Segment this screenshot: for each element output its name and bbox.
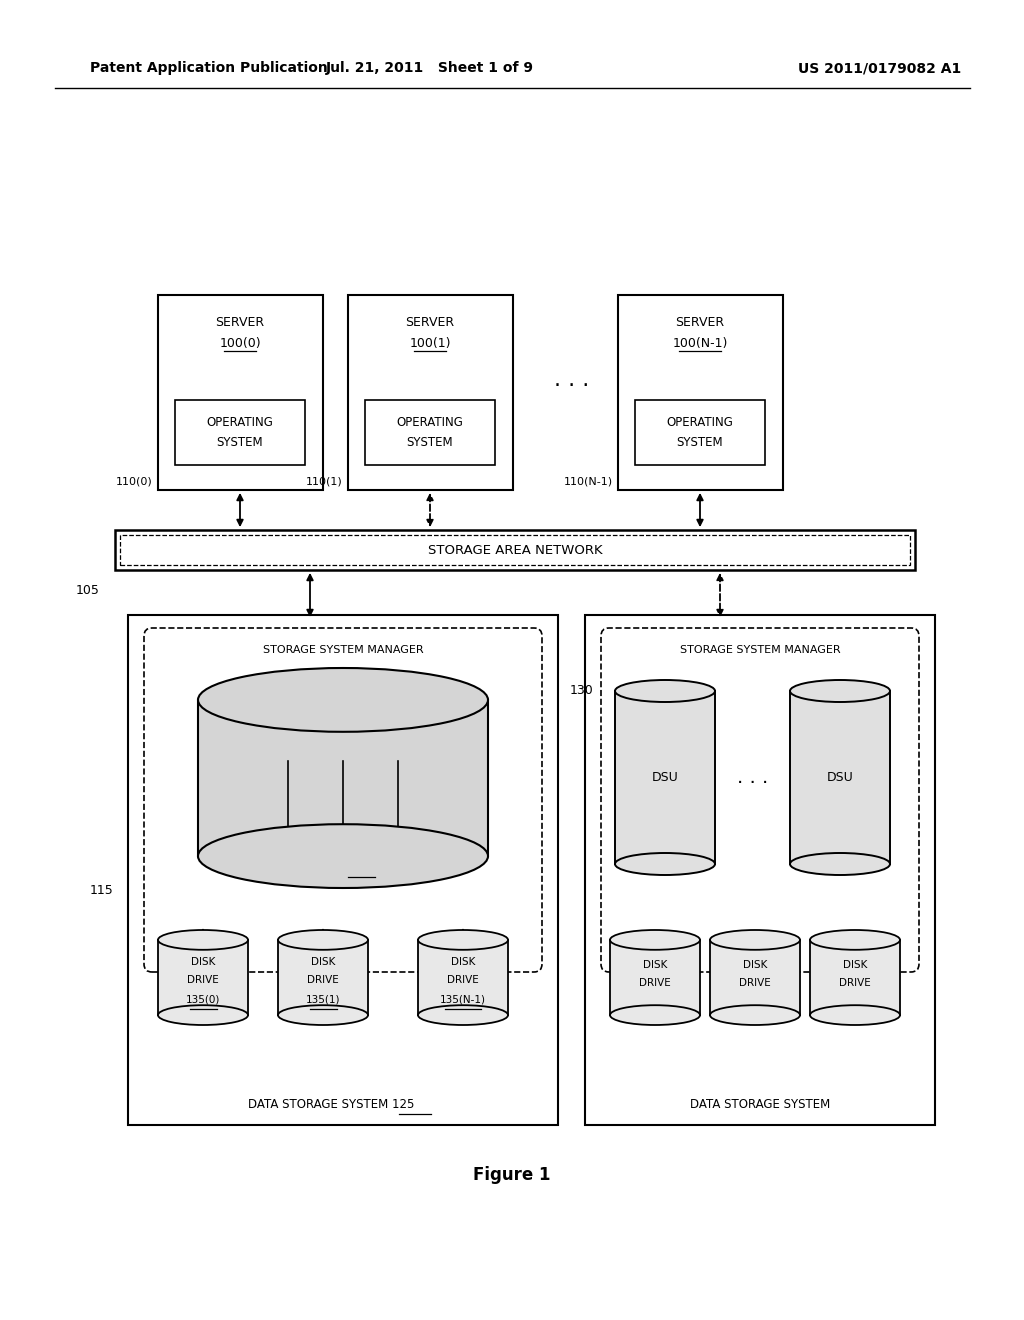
Text: 115: 115 [89, 883, 113, 896]
Ellipse shape [278, 931, 368, 950]
Text: 135(N-1): 135(N-1) [440, 995, 486, 1005]
Text: Jul. 21, 2011   Sheet 1 of 9: Jul. 21, 2011 Sheet 1 of 9 [326, 61, 534, 75]
Text: SYSTEM: SYSTEM [677, 436, 723, 449]
Ellipse shape [615, 680, 715, 702]
Bar [120, 535, 910, 565]
Text: DATA STORAGE SYSTEM 125: DATA STORAGE SYSTEM 125 [248, 1098, 414, 1111]
Bar [635, 400, 765, 465]
Ellipse shape [278, 1006, 368, 1026]
FancyBboxPatch shape [144, 628, 542, 972]
Text: Figure 1: Figure 1 [473, 1166, 551, 1184]
Text: DISK: DISK [190, 957, 215, 968]
Bar [610, 940, 700, 1015]
Text: DISK: DISK [643, 960, 668, 970]
Ellipse shape [710, 931, 800, 950]
Text: DRIVE: DRIVE [739, 978, 771, 987]
Text: DISK: DISK [451, 957, 475, 968]
Text: . . .: . . . [737, 768, 768, 787]
Text: 105: 105 [76, 583, 100, 597]
Text: DISK: DISK [311, 957, 335, 968]
Bar [158, 294, 323, 490]
Text: Patent Application Publication: Patent Application Publication [90, 61, 328, 75]
Text: DRIVE: DRIVE [307, 975, 339, 985]
Ellipse shape [810, 931, 900, 950]
Text: 100(N-1): 100(N-1) [673, 337, 728, 350]
Text: US 2011/0179082 A1: US 2011/0179082 A1 [799, 61, 962, 75]
Text: DISK: DISK [843, 960, 867, 970]
Text: DSU: DSU [826, 771, 853, 784]
FancyBboxPatch shape [601, 628, 919, 972]
Text: SYSTEM: SYSTEM [407, 436, 454, 449]
Ellipse shape [418, 1006, 508, 1026]
Text: 100(0): 100(0) [219, 337, 261, 350]
Text: DRIVE: DRIVE [187, 975, 219, 985]
Text: OPERATING: OPERATING [667, 417, 733, 429]
Text: OPERATING: OPERATING [396, 417, 464, 429]
Ellipse shape [710, 1006, 800, 1026]
Text: . . .: . . . [554, 370, 590, 389]
Ellipse shape [198, 668, 488, 731]
Text: 120: 120 [349, 862, 373, 874]
Text: 135(0): 135(0) [185, 995, 220, 1005]
Bar [618, 294, 783, 490]
Bar [158, 940, 248, 1015]
Text: 110(1): 110(1) [306, 477, 343, 487]
Text: 130: 130 [570, 684, 594, 697]
Bar [175, 400, 305, 465]
Bar [418, 940, 508, 1015]
Bar [348, 294, 513, 490]
Ellipse shape [790, 853, 890, 875]
Ellipse shape [418, 931, 508, 950]
Ellipse shape [158, 1006, 248, 1026]
Text: STORAGE AREA NETWORK: STORAGE AREA NETWORK [428, 544, 602, 557]
Bar [615, 690, 715, 865]
Text: DSU: DSU [651, 771, 678, 784]
Text: 110(0): 110(0) [117, 477, 153, 487]
Ellipse shape [615, 853, 715, 875]
Text: DRIVE: DRIVE [839, 978, 870, 987]
Text: OPERATING: OPERATING [207, 417, 273, 429]
Bar [198, 700, 488, 857]
Ellipse shape [610, 931, 700, 950]
Text: DRIVE: DRIVE [639, 978, 671, 987]
Text: STORAGE SYSTEM MANAGER: STORAGE SYSTEM MANAGER [263, 645, 423, 655]
Bar [710, 940, 800, 1015]
Text: SYSTEM: SYSTEM [217, 436, 263, 449]
Bar [790, 690, 890, 865]
Ellipse shape [790, 680, 890, 702]
Ellipse shape [198, 824, 488, 888]
Text: FILE SYSTEM: FILE SYSTEM [303, 719, 383, 733]
Ellipse shape [610, 1006, 700, 1026]
Bar [115, 531, 915, 570]
Text: SERVER: SERVER [676, 317, 725, 330]
Ellipse shape [158, 931, 248, 950]
Text: DRIVE: DRIVE [447, 975, 479, 985]
Bar [365, 400, 495, 465]
Text: 110(N-1): 110(N-1) [564, 477, 613, 487]
Bar [278, 940, 368, 1015]
Bar [128, 615, 558, 1125]
Text: SERVER: SERVER [215, 317, 264, 330]
Ellipse shape [810, 1006, 900, 1026]
Bar [585, 615, 935, 1125]
Text: DISK: DISK [742, 960, 767, 970]
Text: DSU: DSU [298, 862, 333, 874]
Text: 100(1): 100(1) [410, 337, 451, 350]
Bar [810, 940, 900, 1015]
Text: 135(1): 135(1) [306, 995, 340, 1005]
Text: SERVER: SERVER [406, 317, 455, 330]
Text: DATA STORAGE SYSTEM: DATA STORAGE SYSTEM [690, 1098, 830, 1111]
Bar [223, 693, 463, 758]
Text: STORAGE SYSTEM MANAGER: STORAGE SYSTEM MANAGER [680, 645, 841, 655]
